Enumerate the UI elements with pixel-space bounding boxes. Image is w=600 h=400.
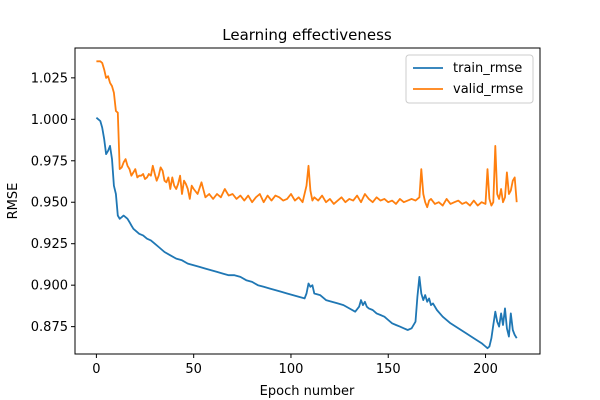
plot-frame [74,47,541,355]
plot-series [95,60,518,350]
x-tick-label: 150 [376,362,401,377]
y-tick-label: 0.950 [31,196,68,211]
y-tick-label: 0.925 [31,237,68,252]
y-tick-label: 0.875 [31,320,68,335]
y-axis-label: RMSE [6,183,21,220]
y-tick-label: 0.900 [31,279,68,294]
legend-label-train-rmse: train_rmse [453,61,522,76]
legend-box [405,54,534,104]
x-tick-label: 200 [473,362,498,377]
y-tick-label: 1.000 [31,113,68,128]
x-tick-label: 100 [279,362,304,377]
series-line-train-rmse [95,117,518,350]
x-tick-label: 0 [92,362,100,377]
chart-title: Learning effectiveness [222,26,392,44]
x-axis-label: Epoch number [260,384,355,399]
x-tick-label: 50 [185,362,202,377]
y-tick-label: 0.975 [31,154,68,169]
y-axis: 0.875 0.900 0.925 0.950 0.975 1.000 1.025 [31,71,75,335]
legend: train_rmse valid_rmse [405,54,534,104]
y-tick-label: 1.025 [31,71,68,86]
series-line-valid-rmse [96,60,518,209]
legend-label-valid-rmse: valid_rmse [453,82,523,97]
x-axis: 0 50 100 150 200 [92,354,498,377]
